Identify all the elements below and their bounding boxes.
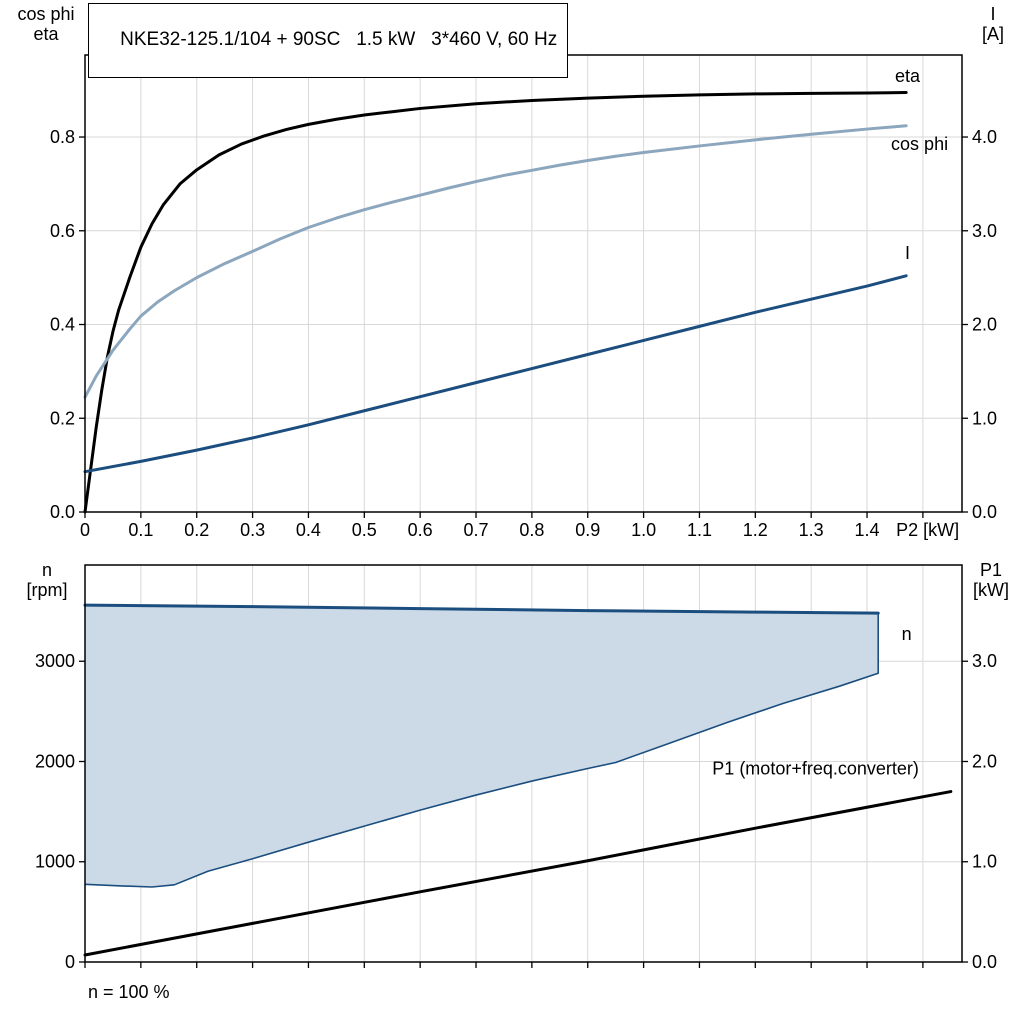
plot-frame [84, 564, 963, 963]
series-label-speed: n [902, 624, 912, 644]
y-right-tick-label: 4.0 [972, 127, 997, 147]
y-right-tick-label: 2.0 [972, 315, 997, 335]
lower-left-axis-title-line2: [rpm] [26, 580, 68, 600]
y-left-tick-label: 3000 [35, 651, 75, 671]
series-curve-current [83, 274, 908, 474]
x-tick-label: 0.6 [408, 520, 433, 540]
upper-right-axis-title-line2: [A] [981, 24, 1004, 44]
upper-chart-canvas: 0 0.1 0.2 0.3 0.4 0.5 0.6 0.7 0.8 0.9 1.0 1.1 1.2 1.3… [50, 54, 997, 540]
x-tick-label: 1.4 [855, 520, 880, 540]
series-label-eta: eta [895, 66, 921, 86]
y-left-tick-label: 0.6 [50, 221, 75, 241]
x-tick-label: 1.1 [687, 520, 712, 540]
x-tick-label: 0.8 [519, 520, 544, 540]
x-tick-label: 0.4 [296, 520, 321, 540]
y-left-tick-label: 2000 [35, 751, 75, 771]
speed-percentage-note: n = 100 % [88, 982, 170, 1002]
series-label-current: I [905, 243, 910, 263]
y-right-tick-label: 0.0 [972, 952, 997, 972]
series-label-cos-phi: cos phi [891, 134, 948, 154]
x-tick-label: 0.7 [464, 520, 489, 540]
lower-right-axis-title: P1 [kW] [960, 560, 1022, 600]
x-tick-label: 1.3 [799, 520, 824, 540]
y-right-tick-label: 3.0 [972, 221, 997, 241]
x-tick-label: 0.2 [184, 520, 209, 540]
lower-chart-canvas: 0 1000 2000 3000 0.0 1.0 2.0 3.0 n P1 (motor+freq… [35, 564, 997, 972]
upper-right-axis-title-line1: I [990, 4, 996, 24]
y-right-tick-label: 3.0 [972, 651, 997, 671]
y-right-tick-label: 0.0 [972, 502, 997, 522]
y-left-tick-label: 0.8 [50, 127, 75, 147]
x-tick-label: 1.2 [743, 520, 768, 540]
upper-right-axis-title: I [A] [964, 4, 1022, 44]
upper-left-axis-title: cos phi eta [4, 4, 88, 44]
y-left-tick-label: 0.2 [50, 408, 75, 428]
y-left-tick-label: 0.4 [50, 315, 75, 335]
x-tick-label: 1.0 [631, 520, 656, 540]
plot-frame [84, 54, 963, 513]
lower-right-axis-title-line1: P1 [979, 560, 1003, 580]
lower-left-axis-title-line1: n [41, 560, 52, 580]
speed-range-band [85, 605, 879, 888]
x-tick-label: 0.1 [128, 520, 153, 540]
upper-left-axis-title-line1: cos phi [17, 4, 75, 24]
chart-title-box: NKE32-125.1/104 + 90SC 1.5 kW 3*460 V, 6… [88, 3, 569, 78]
series-curve-cos-phi [83, 124, 908, 399]
y-left-tick-label: 0 [65, 952, 75, 972]
x-axis-unit-label: P2 [kW] [896, 520, 959, 540]
lower-right-axis-title-line2: [kW] [973, 580, 1009, 600]
lower-left-axis-title: n [rpm] [8, 560, 86, 600]
series-curve-eta [83, 90, 908, 514]
y-right-tick-label: 1.0 [972, 852, 997, 872]
x-tick-label: 0 [80, 520, 90, 540]
y-left-tick-label: 1000 [35, 852, 75, 872]
y-right-tick-label: 1.0 [972, 408, 997, 428]
y-right-tick-label: 2.0 [972, 751, 997, 771]
x-tick-label: 0.3 [240, 520, 265, 540]
chart-title: NKE32-125.1/104 + 90SC 1.5 kW 3*460 V, 6… [120, 29, 558, 50]
y-left-tick-label: 0.0 [50, 502, 75, 522]
speed-range-lower-boundary [84, 613, 880, 888]
series-label-p1: P1 (motor+freq.converter) [712, 759, 919, 779]
x-tick-label: 0.9 [575, 520, 600, 540]
x-tick-label: 0.5 [352, 520, 377, 540]
upper-left-axis-title-line2: eta [33, 24, 59, 44]
series-curve-speed [83, 603, 880, 615]
series-curve-p1 [83, 790, 953, 957]
